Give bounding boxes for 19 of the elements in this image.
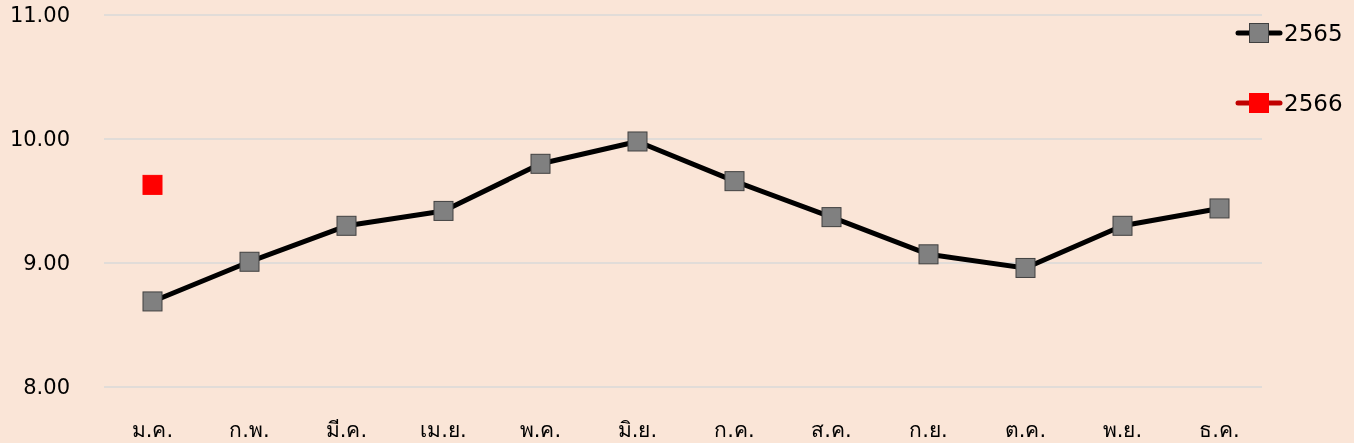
- x-tick-label: ก.พ.: [229, 418, 270, 442]
- x-tick-label: ส.ค.: [811, 418, 852, 442]
- point: [142, 174, 163, 195]
- x-tick-label: มี.ค.: [325, 418, 368, 442]
- y-tick-label: 11.00: [9, 3, 70, 27]
- x-tick-label: พ.ย.: [1102, 418, 1143, 442]
- x-tick-label: พ.ค.: [519, 418, 562, 442]
- x-tick-label: มิ.ย.: [617, 418, 658, 442]
- x-tick-label: ธ.ค.: [1199, 418, 1240, 442]
- y-tick-label: 9.00: [23, 251, 70, 275]
- legend-label: 2565: [1284, 20, 1343, 46]
- x-tick-label: ก.ค.: [714, 418, 755, 442]
- y-tick-label: 10.00: [9, 127, 70, 151]
- x-tick-label: ก.ย.: [909, 418, 948, 442]
- legend-label: 2566: [1284, 90, 1343, 116]
- x-tick-label: ม.ค.: [131, 418, 174, 442]
- x-tick-label: เม.ย.: [420, 418, 467, 442]
- x-tick-label: ต.ค.: [1004, 418, 1047, 442]
- y-tick-label: 8.00: [23, 375, 70, 399]
